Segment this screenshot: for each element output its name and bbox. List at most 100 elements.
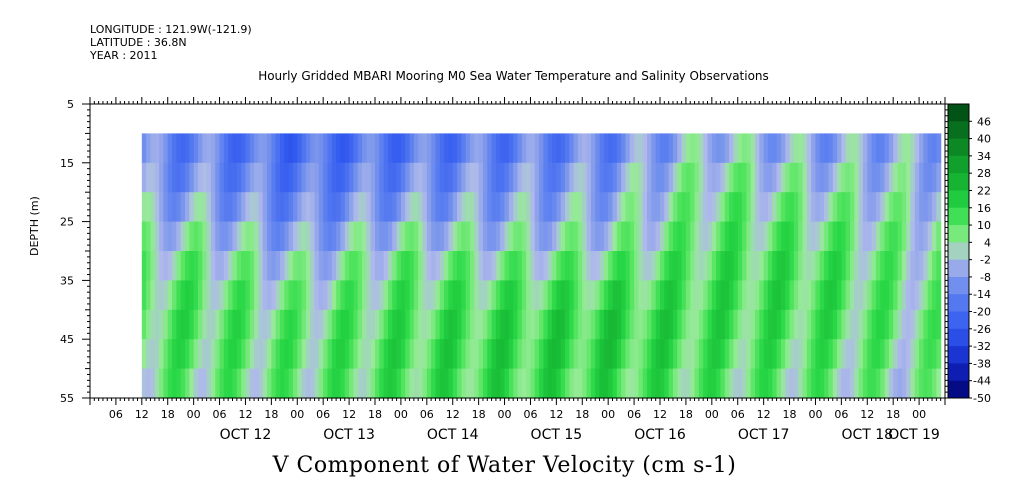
- heatmap-cell: [880, 192, 886, 223]
- heatmap-cell: [185, 192, 190, 223]
- heatmap-cell: [910, 221, 916, 252]
- heatmap-cell: [832, 133, 838, 164]
- heatmap-cell: [331, 251, 337, 281]
- heatmap-cell: [862, 368, 868, 399]
- y-tick-label: 55: [60, 392, 74, 405]
- heatmap-cell: [370, 280, 376, 311]
- heatmap-cell: [439, 192, 445, 223]
- heatmap-cell: [236, 309, 242, 340]
- heatmap-cell: [746, 192, 752, 223]
- heatmap-cell: [651, 221, 657, 252]
- heatmap-cell: [819, 368, 825, 399]
- heatmap-cell: [698, 221, 704, 252]
- heatmap-cell: [707, 133, 713, 164]
- heatmap-cell: [720, 162, 726, 193]
- heatmap-cell: [647, 192, 652, 223]
- heatmap-cell: [262, 162, 268, 193]
- heatmap-cell: [383, 221, 389, 252]
- heatmap-cell: [297, 368, 303, 399]
- heatmap-cell: [634, 309, 640, 340]
- heatmap-cell: [223, 368, 229, 399]
- heatmap-cell: [318, 162, 324, 193]
- heatmap-cell: [366, 251, 372, 281]
- heatmap-cell: [772, 280, 778, 311]
- heatmap-cell: [772, 133, 778, 164]
- heatmap-cell: [461, 309, 467, 340]
- heatmap-cell: [625, 192, 631, 223]
- heatmap-cell: [672, 339, 678, 370]
- heatmap-cell: [223, 251, 229, 281]
- heatmap-cell: [560, 368, 566, 399]
- heatmap-cell: [733, 251, 739, 281]
- x-hour-label: 18: [886, 408, 900, 421]
- heatmap-cell: [500, 221, 506, 252]
- heatmap-cell: [396, 309, 402, 340]
- heatmap-cell: [759, 251, 765, 281]
- heatmap-cell: [772, 339, 778, 370]
- heatmap-cell: [655, 280, 661, 311]
- heatmap-cell: [651, 309, 657, 340]
- heatmap-cell: [448, 162, 454, 193]
- heatmap-cell: [318, 339, 324, 370]
- heatmap-cell: [746, 309, 752, 340]
- heatmap-cell: [284, 133, 290, 164]
- heatmap-cell: [331, 368, 337, 399]
- heatmap-cell: [785, 133, 791, 164]
- heatmap-cell: [763, 251, 769, 281]
- heatmap-cell: [232, 280, 238, 311]
- heatmap-cell: [474, 192, 480, 223]
- heatmap-cell: [435, 368, 441, 399]
- heatmap-cell: [586, 133, 592, 164]
- heatmap-cell: [677, 162, 683, 193]
- heatmap-cell: [565, 162, 570, 193]
- heatmap-cell: [357, 309, 363, 340]
- heatmap-cell: [392, 221, 398, 252]
- heatmap-cell: [625, 162, 631, 193]
- heatmap-cell: [478, 192, 484, 223]
- heatmap-cell: [893, 192, 899, 223]
- heatmap-cell: [292, 192, 298, 223]
- heatmap-cell: [703, 162, 709, 193]
- colorbar-swatch: [948, 346, 969, 364]
- colorbar-swatch: [948, 138, 969, 157]
- heatmap-cell: [508, 133, 514, 164]
- heatmap-cell: [292, 339, 298, 370]
- heatmap-cell: [755, 192, 760, 223]
- heatmap-cell: [552, 339, 557, 370]
- heatmap-cell: [815, 251, 821, 281]
- heatmap-cell: [521, 368, 527, 399]
- heatmap-cell: [422, 251, 428, 281]
- heatmap-cell: [457, 368, 462, 399]
- heatmap-cell: [690, 192, 696, 223]
- heatmap-cell: [798, 192, 804, 223]
- heatmap-cell: [694, 162, 700, 193]
- heatmap-cell: [577, 309, 583, 340]
- heatmap-cell: [292, 251, 298, 281]
- heatmap-cell: [241, 192, 247, 223]
- heatmap-cell: [621, 280, 627, 311]
- heatmap-cell: [197, 309, 203, 340]
- heatmap-cell: [387, 309, 393, 340]
- heatmap-cell: [616, 339, 622, 370]
- heatmap-cell: [141, 339, 147, 370]
- heatmap-cell: [906, 251, 912, 281]
- heatmap-cell: [301, 162, 307, 193]
- heatmap-cell: [314, 221, 320, 252]
- heatmap-cell: [474, 309, 480, 340]
- heatmap-cell: [850, 251, 855, 281]
- heatmap-cell: [850, 192, 855, 223]
- heatmap-cell: [500, 133, 506, 164]
- heatmap-cell: [258, 133, 264, 164]
- colorbar-swatch: [948, 328, 969, 347]
- heatmap-cell: [465, 133, 471, 164]
- heatmap-cell: [634, 280, 640, 311]
- heatmap-cell: [854, 221, 860, 252]
- heatmap-cell: [396, 280, 402, 311]
- heatmap-cell: [202, 162, 208, 193]
- heatmap-cell: [379, 133, 385, 164]
- heatmap-cell: [880, 280, 886, 311]
- heatmap-cell: [254, 251, 260, 281]
- heatmap-cell: [819, 251, 825, 281]
- heatmap-cell: [491, 309, 497, 340]
- heatmap-cell: [759, 221, 765, 252]
